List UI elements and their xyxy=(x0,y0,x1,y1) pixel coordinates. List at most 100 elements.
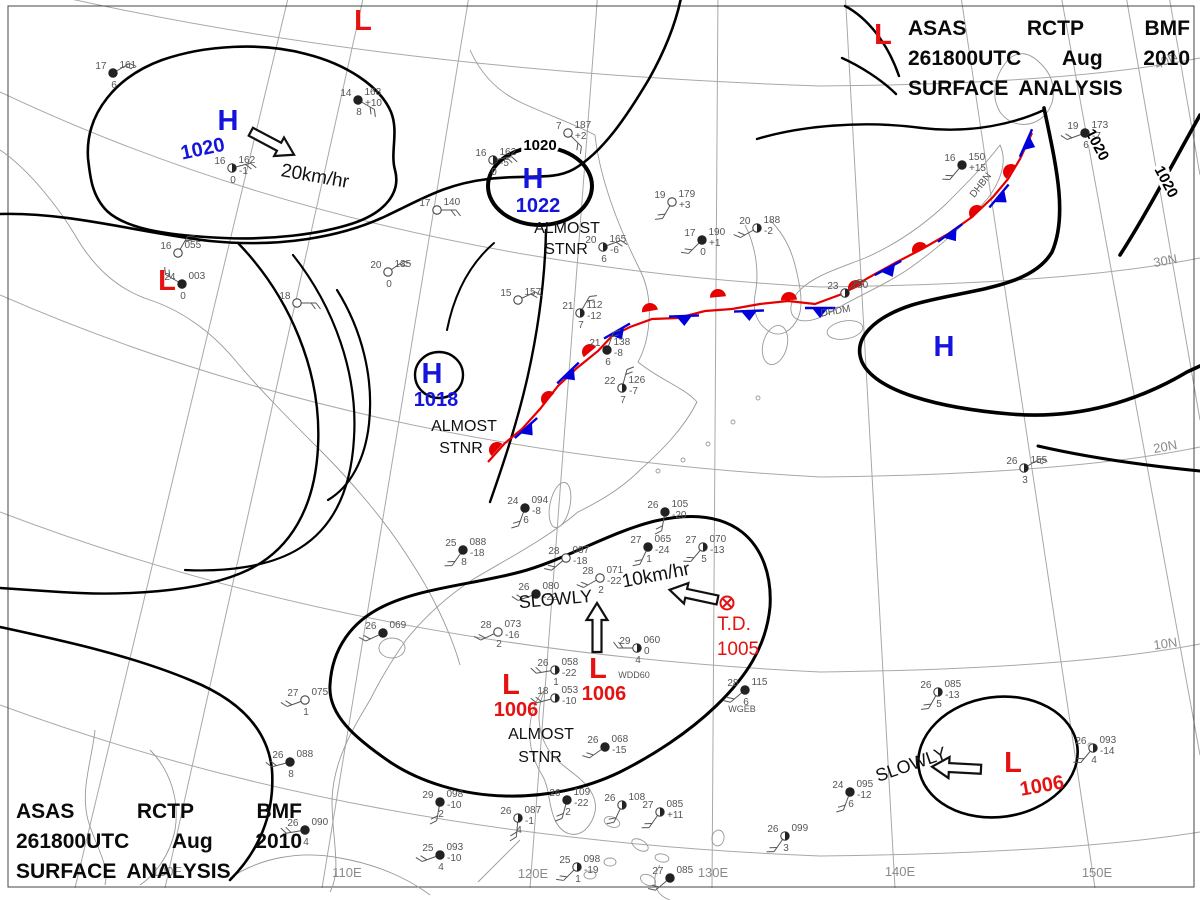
station-temp: 26 xyxy=(767,824,779,835)
station-temp: 25 xyxy=(445,538,457,549)
station-temp: 27 xyxy=(652,866,664,877)
station-temp: 16 xyxy=(214,156,226,167)
station-circle xyxy=(353,95,363,105)
station-plot: 18 053-10 xyxy=(530,685,579,707)
station-temp: 28 xyxy=(548,546,560,557)
front-line xyxy=(487,132,1033,463)
meridian-line xyxy=(1169,0,1200,176)
station-pressure: 060 xyxy=(644,635,661,646)
station-plot: 29 098-102 xyxy=(422,789,464,825)
island xyxy=(378,637,406,659)
station-circle-half xyxy=(232,163,237,173)
station-cloud: 6 xyxy=(1083,140,1089,151)
station-temp: 18 xyxy=(537,686,549,697)
station-pressure: 087 xyxy=(525,805,542,816)
station-pressure: 187 xyxy=(575,120,592,131)
station-plot: 15 157 xyxy=(500,287,543,305)
station-dewpoint: -10 xyxy=(562,696,577,707)
coastline xyxy=(744,219,802,335)
title-line: SURFACE ANALYSIS xyxy=(16,857,302,887)
map-frame xyxy=(7,5,1195,888)
station-pressure: 162 xyxy=(239,155,256,166)
station-dewpoint: -16 xyxy=(505,630,520,641)
station-pressure: 068 xyxy=(612,734,629,745)
station-plot: 26 087-14 xyxy=(500,805,542,842)
station-plot: 26 093-144 xyxy=(1073,735,1117,766)
station-circle-half xyxy=(580,308,585,318)
station-temp: 15 xyxy=(500,288,512,299)
meridian-line xyxy=(529,0,598,889)
station-circle xyxy=(667,197,677,207)
station-cloud: 8 xyxy=(356,107,362,118)
pressure-value: 1022 xyxy=(516,195,561,217)
longitude-label: 120E xyxy=(518,866,549,881)
station-cloud: 4 xyxy=(1091,755,1097,766)
title-line: ASAS RCTP BMF xyxy=(908,14,1190,44)
station-temp: 29 xyxy=(422,790,434,801)
station-plot: 19 173-76 xyxy=(1060,120,1109,151)
station-plot: 17 190+10 xyxy=(681,227,726,258)
isobar xyxy=(1036,444,1200,473)
station-circle-half xyxy=(757,223,762,233)
station-plot: 24 094-86 xyxy=(507,495,549,529)
title-line: 261800UTC Aug 2010 xyxy=(908,44,1190,74)
annotation-text: 20km/hr xyxy=(279,160,351,193)
meridian-line xyxy=(845,0,896,889)
isobar xyxy=(840,56,898,96)
station-temp: 17 xyxy=(419,198,431,209)
warm-front-semicircle xyxy=(642,303,658,313)
pressure-value: 1006 xyxy=(1018,771,1066,800)
station-circle xyxy=(665,873,675,883)
station-cloud: 1 xyxy=(646,554,652,565)
station-cloud: 0 xyxy=(180,291,186,302)
station-pressure: 085 xyxy=(677,865,694,876)
station-dewpoint: -18 xyxy=(573,556,588,567)
station-pressure: 157 xyxy=(525,287,542,298)
station-pressure: 135 xyxy=(395,259,412,270)
td-label: T.D. xyxy=(717,614,751,635)
station-circle xyxy=(300,825,310,835)
station-plot: 25 093-104 xyxy=(415,842,464,873)
station-pressure: 161 xyxy=(120,60,137,71)
island xyxy=(603,816,621,828)
station-plot: 20 165-66 xyxy=(585,234,628,265)
station-dewpoint: 0 xyxy=(644,646,650,657)
station-temp: 18 xyxy=(279,291,291,302)
station-circle xyxy=(378,628,388,638)
station-circle xyxy=(513,295,523,305)
station-dewpoint: -13 xyxy=(945,690,960,701)
station-pressure: 105 xyxy=(672,499,689,510)
station-circle xyxy=(458,545,468,555)
station-circle-half xyxy=(637,643,642,653)
station-cloud: 2 xyxy=(438,809,444,820)
station-cloud: 0 xyxy=(700,247,706,258)
cold-front-triangle xyxy=(880,264,896,277)
station-dewpoint: -22 xyxy=(543,592,558,603)
station-pressure: 058 xyxy=(562,657,579,668)
station-temp: 22 xyxy=(604,376,616,387)
cold-front-triangle xyxy=(812,308,828,318)
high-center: H xyxy=(422,358,443,390)
station-circle-half xyxy=(555,665,560,675)
isobar xyxy=(1118,113,1200,257)
station-dewpoint: -24 xyxy=(655,545,670,556)
movement-arrow xyxy=(247,126,296,158)
title-word: ASAS xyxy=(16,800,75,823)
station-circle xyxy=(300,695,310,705)
station-plot: 27 085 xyxy=(648,865,694,891)
station-circle-half xyxy=(577,862,582,872)
station-dewpoint: -22 xyxy=(562,668,577,679)
cold-front-triangle xyxy=(676,315,692,326)
station-temp: 17 xyxy=(95,61,107,72)
station-cloud: 2 xyxy=(496,639,502,650)
station-cloud: 0 xyxy=(230,175,236,186)
small-island xyxy=(680,457,686,463)
station-circle xyxy=(845,787,855,797)
warm-front-semicircle xyxy=(582,344,597,358)
station-cloud: 6 xyxy=(601,254,607,265)
longitude-label: 150E xyxy=(1082,865,1113,880)
